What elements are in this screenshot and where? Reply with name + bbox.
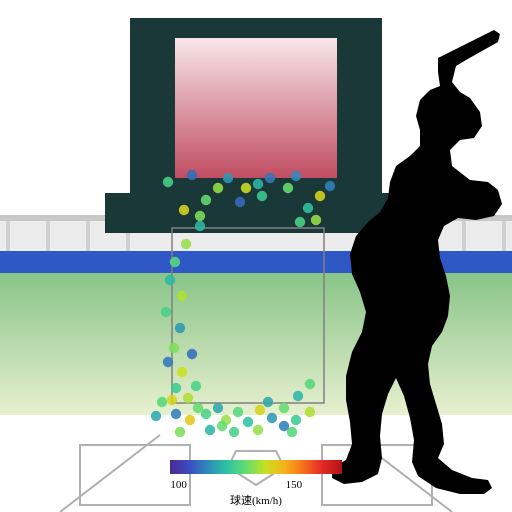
- pitch-point: [263, 397, 273, 407]
- pitch-point: [311, 215, 321, 225]
- pitch-point: [157, 397, 167, 407]
- pitch-point: [151, 411, 161, 421]
- pitch-point: [279, 403, 289, 413]
- legend-axis-label: 球速(km/h): [230, 493, 282, 507]
- legend-tick-label: 100: [170, 479, 187, 491]
- pitch-point: [165, 275, 175, 285]
- pitch-point: [235, 197, 245, 207]
- stand-post: [502, 221, 506, 251]
- pitch-point: [295, 217, 305, 227]
- stand-post: [6, 221, 10, 251]
- stand-post: [46, 221, 50, 251]
- pitch-point: [177, 367, 187, 377]
- pitch-point: [181, 239, 191, 249]
- pitch-point: [179, 205, 189, 215]
- scoreboard-base: [105, 193, 407, 233]
- pitch-point: [191, 381, 201, 391]
- pitch-point: [255, 405, 265, 415]
- pitch-point: [169, 343, 179, 353]
- pitch-point: [183, 393, 193, 403]
- pitch-point: [253, 179, 263, 189]
- pitch-point: [175, 427, 185, 437]
- pitch-point: [217, 421, 227, 431]
- pitch-point: [241, 183, 251, 193]
- pitch-point: [167, 395, 177, 405]
- legend-colorbar: [170, 460, 342, 474]
- pitch-point: [283, 183, 293, 193]
- legend-tick-label: 150: [286, 479, 303, 491]
- pitch-point: [229, 427, 239, 437]
- pitch-point: [177, 291, 187, 301]
- pitch-point: [201, 195, 211, 205]
- pitch-point: [195, 211, 205, 221]
- pitch-point: [325, 181, 335, 191]
- pitch-point: [243, 417, 253, 427]
- pitch-point: [205, 425, 215, 435]
- pitch-point: [265, 173, 275, 183]
- pitch-point: [163, 177, 173, 187]
- pitch-point: [175, 323, 185, 333]
- pitch-point: [201, 409, 211, 419]
- stand-post: [86, 221, 90, 251]
- pitch-point: [287, 427, 297, 437]
- pitch-point: [233, 407, 243, 417]
- pitch-point: [195, 221, 205, 231]
- pitch-point: [163, 357, 173, 367]
- pitch-point: [170, 257, 180, 267]
- pitch-point: [293, 391, 303, 401]
- pitch-point: [257, 191, 267, 201]
- pitch-point: [185, 415, 195, 425]
- pitch-point: [291, 171, 301, 181]
- pitch-point: [305, 379, 315, 389]
- scoreboard-screen: [175, 38, 337, 178]
- pitch-point: [253, 425, 263, 435]
- pitch-point: [291, 415, 301, 425]
- stand-post: [462, 221, 466, 251]
- pitch-point: [187, 170, 197, 180]
- pitch-point: [303, 203, 313, 213]
- pitch-point: [267, 413, 277, 423]
- pitch-point: [161, 307, 171, 317]
- pitch-point: [171, 409, 181, 419]
- pitch-point: [213, 183, 223, 193]
- pitch-point: [223, 173, 233, 183]
- pitch-point: [187, 349, 197, 359]
- pitch-point: [171, 383, 181, 393]
- pitch-point: [305, 407, 315, 417]
- pitch-point: [213, 403, 223, 413]
- pitch-location-chart: 100 150 球速(km/h): [0, 0, 512, 512]
- pitch-point: [315, 191, 325, 201]
